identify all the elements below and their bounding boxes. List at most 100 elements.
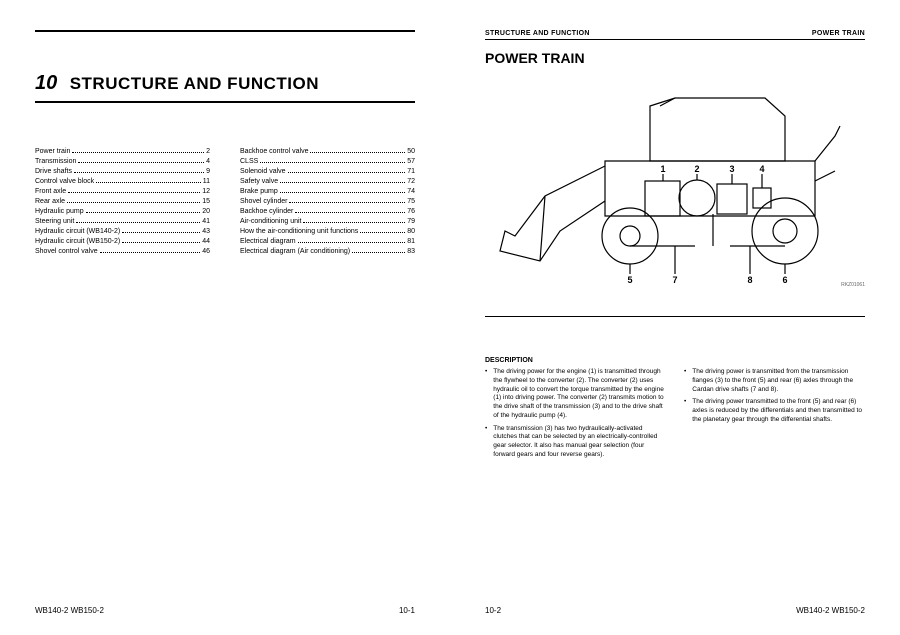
toc-label: Hydraulic pump bbox=[35, 208, 84, 215]
toc-page: 43 bbox=[202, 228, 210, 235]
header-right: POWER TRAIN bbox=[812, 30, 865, 37]
description-bullet: •The driving power for the engine (1) is… bbox=[485, 368, 666, 421]
toc-page: 20 bbox=[202, 208, 210, 215]
callout-7: 7 bbox=[672, 275, 677, 285]
toc-row: Hydraulic circuit (WB150-2) 44 bbox=[35, 238, 210, 245]
toc-label: Shovel cylinder bbox=[240, 198, 287, 205]
toc-row: Air-conditioning unit 79 bbox=[240, 218, 415, 225]
toc-dots bbox=[68, 192, 200, 193]
toc-row: Power train 2 bbox=[35, 148, 210, 155]
toc-page: 11 bbox=[203, 178, 210, 185]
toc-page: 79 bbox=[407, 218, 415, 225]
toc-page: 12 bbox=[202, 188, 210, 195]
description-bullet: •The driving power is transmitted from t… bbox=[684, 368, 865, 394]
toc-label: Control valve block bbox=[35, 178, 94, 185]
toc-label: Transmission bbox=[35, 158, 76, 165]
toc-label: Power train bbox=[35, 148, 70, 155]
rule-above-description bbox=[485, 316, 865, 317]
toc-dots bbox=[280, 182, 405, 183]
bullet-icon: • bbox=[485, 368, 487, 421]
bullet-text: The transmission (3) has two hydraulical… bbox=[493, 425, 666, 460]
toc-dots bbox=[360, 232, 405, 233]
toc-row: Hydraulic circuit (WB140-2)43 bbox=[35, 228, 210, 235]
description-col-left: •The driving power for the engine (1) is… bbox=[485, 368, 666, 464]
toc-row: Backhoe cylinder 76 bbox=[240, 208, 415, 215]
description-bullet: •The driving power transmitted to the fr… bbox=[684, 398, 865, 424]
toc-dots bbox=[260, 162, 405, 163]
toc-dots bbox=[295, 212, 405, 213]
callout-8: 8 bbox=[747, 275, 752, 285]
toc-row: Solenoid valve71 bbox=[240, 168, 415, 175]
rule-under-title bbox=[35, 101, 415, 103]
toc-row: Drive shafts 9 bbox=[35, 168, 210, 175]
toc-dots bbox=[100, 252, 201, 253]
description-bullet: •The transmission (3) has two hydraulica… bbox=[485, 425, 666, 460]
bullet-icon: • bbox=[485, 425, 487, 460]
toc-label: CLSS bbox=[240, 158, 258, 165]
toc-dots bbox=[86, 212, 201, 213]
description-columns: •The driving power for the engine (1) is… bbox=[485, 368, 865, 464]
chapter-title: STRUCTURE AND FUNCTION bbox=[70, 74, 319, 93]
toc-page: 71 bbox=[407, 168, 415, 175]
footer-page-number: 10-1 bbox=[399, 606, 415, 615]
toc-label: Brake pump bbox=[240, 188, 278, 195]
callout-2: 2 bbox=[694, 164, 699, 174]
toc-column-left: Power train 2 Transmission 4 Drive shafts 9 Co… bbox=[35, 148, 210, 258]
description-col-right: •The driving power is transmitted from t… bbox=[684, 368, 865, 464]
toc-row: Transmission 4 bbox=[35, 158, 210, 165]
toc-column-right: Backhoe control valve50CLSS57Solenoid va… bbox=[240, 148, 415, 258]
toc-label: Air-conditioning unit bbox=[240, 218, 301, 225]
bullet-text: The driving power is transmitted from th… bbox=[692, 368, 865, 394]
callout-3: 3 bbox=[729, 164, 734, 174]
toc-row: Safety valve72 bbox=[240, 178, 415, 185]
toc-dots bbox=[280, 192, 405, 193]
toc-row: Rear axle15 bbox=[35, 198, 210, 205]
toc-label: Backhoe cylinder bbox=[240, 208, 293, 215]
page-right: STRUCTURE AND FUNCTION POWER TRAIN POWER… bbox=[450, 0, 900, 635]
toc-label: Steering unit bbox=[35, 218, 74, 225]
toc-page: 75 bbox=[407, 198, 415, 205]
toc-dots bbox=[72, 152, 204, 153]
chapter-heading: 10 STRUCTURE AND FUNCTION bbox=[35, 72, 415, 95]
diagram-id: RKZ01061 bbox=[841, 282, 865, 288]
page-left: 10 STRUCTURE AND FUNCTION Power train 2 Tr… bbox=[0, 0, 450, 635]
toc-dots bbox=[122, 232, 200, 233]
toc-label: Hydraulic circuit (WB150-2) bbox=[35, 238, 120, 245]
toc-dots bbox=[289, 202, 405, 203]
toc-page: 9 bbox=[206, 168, 210, 175]
toc-row: Shovel cylinder 75 bbox=[240, 198, 415, 205]
toc-label: Backhoe control valve bbox=[240, 148, 308, 155]
page-footer: WB140-2 WB150-2 10-1 bbox=[35, 606, 415, 615]
footer-model: WB140-2 WB150-2 bbox=[35, 606, 104, 615]
toc-row: Hydraulic pump 20 bbox=[35, 208, 210, 215]
toc-dots bbox=[352, 252, 405, 253]
toc-label: Electrical diagram (Air conditioning) bbox=[240, 248, 350, 255]
chapter-number: 10 bbox=[35, 72, 57, 94]
section-title: POWER TRAIN bbox=[485, 50, 865, 66]
toc-page: 74 bbox=[407, 188, 415, 195]
toc-page: 44 bbox=[202, 238, 210, 245]
bullet-text: The driving power for the engine (1) is … bbox=[493, 368, 666, 421]
page-header: STRUCTURE AND FUNCTION POWER TRAIN bbox=[485, 30, 865, 39]
rule-header bbox=[485, 39, 865, 40]
loader-illustration: 1 2 3 4 5 7 8 6 bbox=[485, 86, 865, 286]
toc-dots bbox=[122, 242, 200, 243]
toc-page: 72 bbox=[407, 178, 415, 185]
bullet-icon: • bbox=[684, 368, 686, 394]
callout-1: 1 bbox=[660, 164, 665, 174]
toc-dots bbox=[310, 152, 405, 153]
toc-page: 4 bbox=[206, 158, 210, 165]
toc-page: 41 bbox=[202, 218, 210, 225]
toc-dots bbox=[74, 172, 204, 173]
header-left: STRUCTURE AND FUNCTION bbox=[485, 30, 590, 37]
toc-label: How the air-conditioning unit functions bbox=[240, 228, 358, 235]
toc-label: Shovel control valve bbox=[35, 248, 98, 255]
toc-row: How the air-conditioning unit functions8… bbox=[240, 228, 415, 235]
toc-row: Control valve block 11 bbox=[35, 178, 210, 185]
toc-label: Rear axle bbox=[35, 198, 65, 205]
bullet-icon: • bbox=[684, 398, 686, 424]
toc-label: Drive shafts bbox=[35, 168, 72, 175]
toc-page: 76 bbox=[407, 208, 415, 215]
table-of-contents: Power train 2 Transmission 4 Drive shafts 9 Co… bbox=[35, 148, 415, 258]
toc-page: 2 bbox=[206, 148, 210, 155]
